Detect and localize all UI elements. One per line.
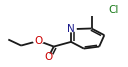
Ellipse shape <box>66 27 76 32</box>
Text: O: O <box>34 36 42 46</box>
Ellipse shape <box>33 38 44 43</box>
Ellipse shape <box>44 54 54 59</box>
Ellipse shape <box>102 7 115 14</box>
Text: N: N <box>67 24 75 34</box>
Text: O: O <box>45 52 53 62</box>
Text: Cl: Cl <box>108 5 119 15</box>
